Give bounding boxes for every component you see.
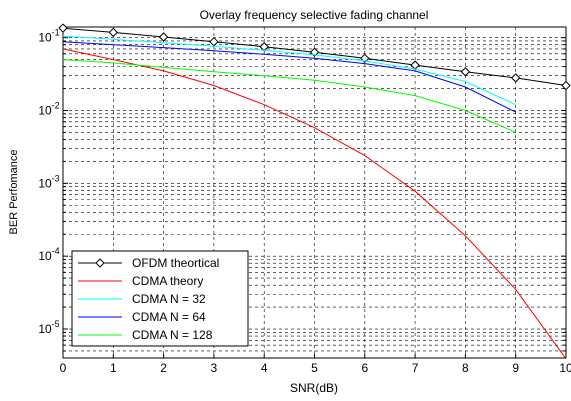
series-line-cdma-n-64 bbox=[62, 41, 516, 113]
x-axis-label: SNR(dB) bbox=[290, 381, 338, 395]
x-tick-label: 2 bbox=[160, 361, 167, 375]
y-tick-label: 10-4 bbox=[38, 246, 59, 263]
legend-label: OFDM theortical bbox=[132, 256, 219, 270]
x-tick-label: 7 bbox=[412, 361, 419, 375]
x-tick-label: 8 bbox=[462, 361, 469, 375]
data-point-ofdm-theortical bbox=[108, 27, 119, 38]
series-line-cdma-n-128 bbox=[62, 59, 516, 133]
x-tick-label: 5 bbox=[311, 361, 318, 375]
x-tick-label: 10 bbox=[559, 361, 571, 375]
legend: OFDM theortical CDMA theory CDMA N = 32 CDM… bbox=[71, 250, 249, 347]
data-point-ofdm-theortical bbox=[460, 67, 471, 77]
y-tick-label: 10-5 bbox=[38, 319, 59, 336]
legend-label: CDMA theory bbox=[132, 274, 203, 288]
y-axis-label: BER Perfomance bbox=[8, 150, 20, 235]
x-tick-label: 0 bbox=[60, 361, 67, 375]
y-tick-label: 10-2 bbox=[38, 100, 59, 117]
x-tick-label: 9 bbox=[512, 361, 519, 375]
x-tick-label: 3 bbox=[211, 361, 218, 375]
data-point-ofdm-theortical bbox=[209, 36, 219, 47]
legend-label: CDMA N = 64 bbox=[132, 310, 206, 324]
y-tick-label: 10-1 bbox=[38, 28, 59, 45]
x-tick-label: 4 bbox=[261, 361, 268, 375]
x-tick-label: 1 bbox=[110, 361, 117, 375]
series-line-cdma-n-32 bbox=[62, 35, 516, 106]
data-point-ofdm-theortical bbox=[158, 32, 169, 42]
data-point-ofdm-theortical bbox=[510, 73, 521, 83]
x-tick-label: 6 bbox=[361, 361, 368, 375]
data-point-ofdm-theortical bbox=[561, 80, 571, 91]
legend-marker bbox=[95, 258, 105, 268]
y-tick-label: 10-3 bbox=[38, 173, 59, 190]
data-point-ofdm-theortical bbox=[58, 23, 68, 33]
series-line-cdma-theory bbox=[62, 48, 567, 360]
legend-label: CDMA N = 32 bbox=[132, 292, 206, 306]
legend-label: CDMA N = 128 bbox=[132, 328, 213, 342]
chart-title: Overlay frequency selective fading chann… bbox=[200, 8, 429, 22]
